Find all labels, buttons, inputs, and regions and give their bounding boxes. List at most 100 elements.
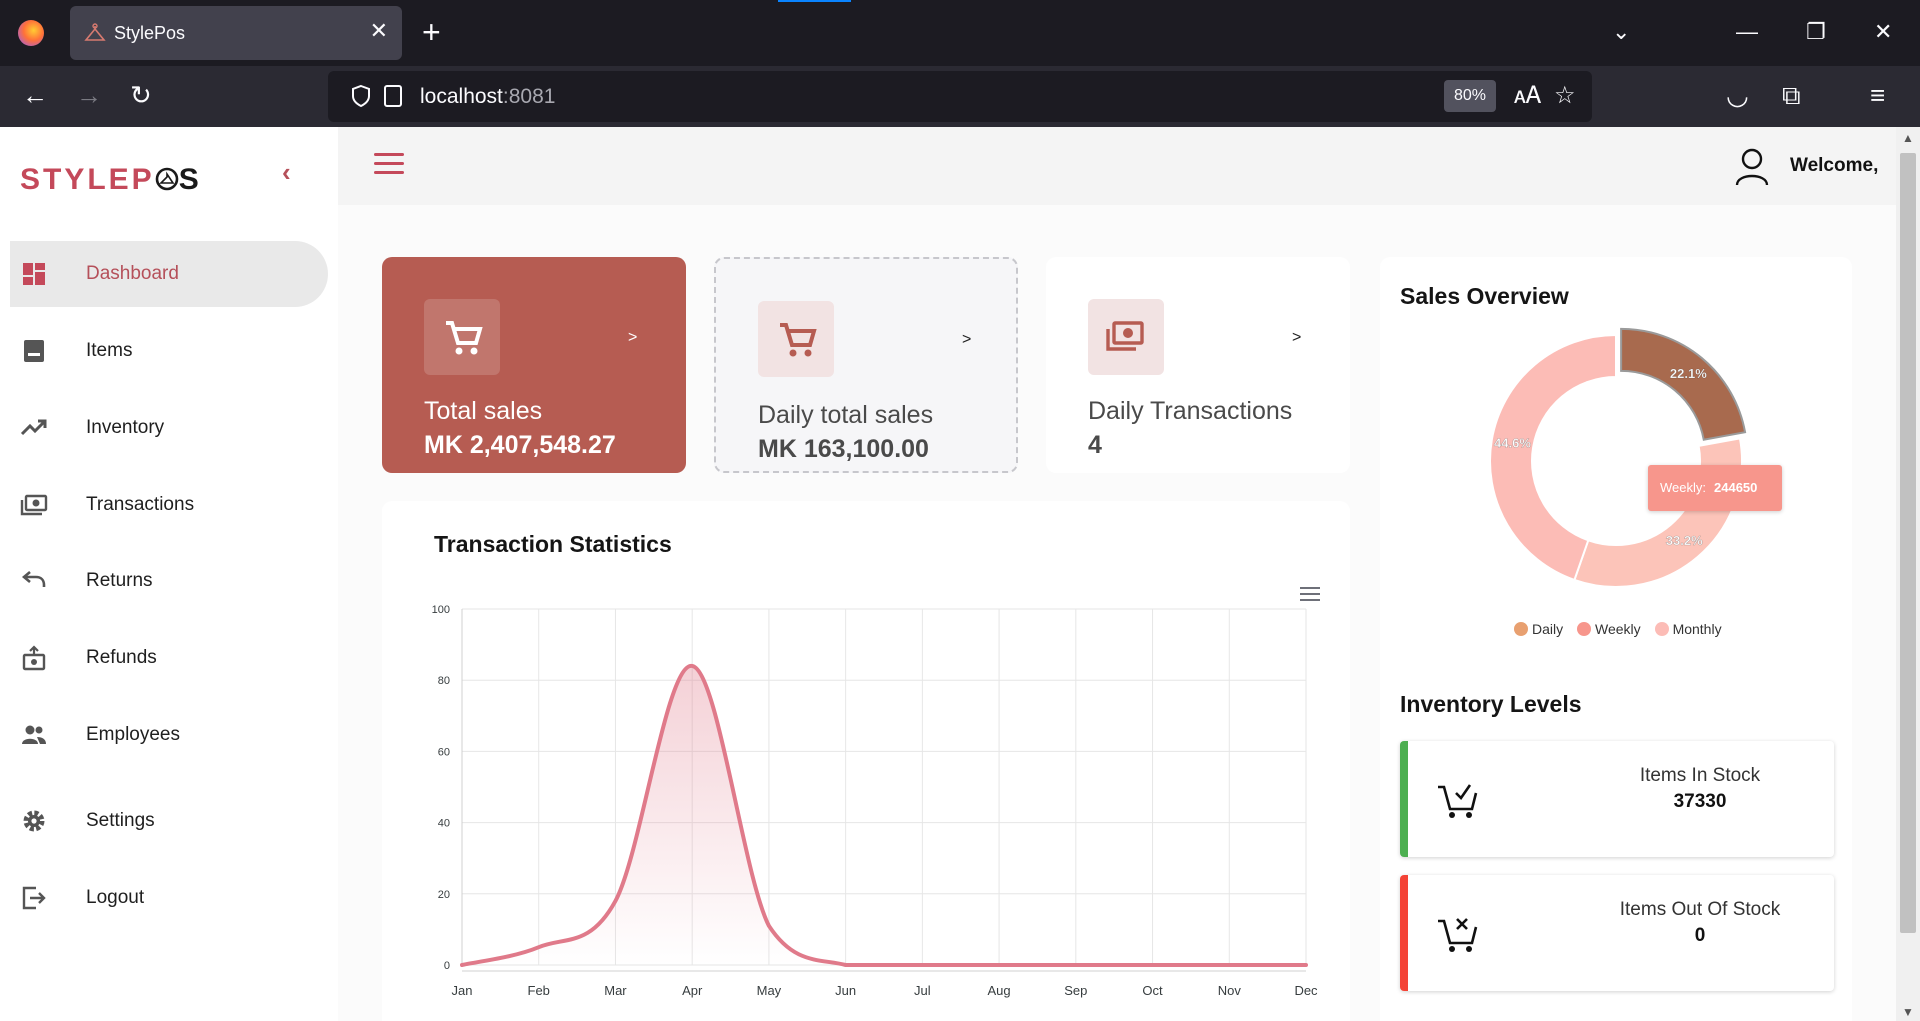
top-bar: Welcome, [338,127,1896,205]
cart-icon [780,323,817,357]
browser-tab-bar: StylePos ✕ + ⌄ — ❐ ✕ [0,0,1920,66]
scroll-down-icon[interactable]: ▼ [1902,1005,1914,1019]
sidebar-item-label: Employees [86,724,180,745]
sidebar-item-employees[interactable]: Employees [10,702,328,768]
pie-slice-daily [1620,327,1747,441]
page-icon[interactable] [384,85,402,107]
translate-icon[interactable]: 🗚 [1514,82,1542,109]
minimize-button[interactable]: — [1736,19,1758,44]
stat-value: 4 [1088,431,1102,459]
stat-value: MK 2,407,548.27 [424,431,616,459]
out-stock-label: Items Out Of Stock [1619,899,1781,920]
x-tick-label: Mar [604,983,627,998]
pie-slice-monthly [1489,333,1617,582]
sidebar-item-label: Returns [86,570,153,591]
daily-transactions-card[interactable]: > Daily Transactions 4 [1046,257,1350,473]
cart-icon [446,321,483,355]
right-panel: Sales Overview 22.1% 33.2% 44.6% Weekly: 24… [1380,257,1852,1021]
sidebar: STYLEP S ‹ Dashboard Items Inventory [0,127,338,1021]
scrollbar-thumb[interactable] [1900,153,1916,933]
reload-button[interactable]: ↻ [130,80,152,110]
stat-value: MK 163,100.00 [758,435,929,463]
tab-close-icon[interactable]: ✕ [369,18,388,43]
page-viewport: STYLEP S ‹ Dashboard Items Inventory [0,127,1896,1021]
total-sales-card[interactable]: > Total sales MK 2,407,548.27 [382,257,686,473]
stat-icon-box [424,299,500,375]
sidebar-item-logout[interactable]: Logout [10,865,328,931]
cart-check-icon [1438,784,1478,818]
y-tick-label: 20 [438,889,450,901]
sidebar-item-transactions[interactable]: Transactions [10,472,328,538]
stat-label: Daily total sales [758,401,934,429]
items-icon [24,340,44,362]
collapse-sidebar-button[interactable]: ‹ [282,157,291,187]
firefox-logo-icon[interactable] [18,20,44,46]
items-in-stock-card[interactable]: Items In Stock 37330 [1400,741,1834,857]
pocket-icon[interactable]: ◡ [1726,80,1749,110]
sidebar-item-refunds[interactable]: Refunds [10,625,328,691]
pie-slice-weekly [1573,437,1743,588]
sidebar-item-dashboard[interactable]: Dashboard [10,241,328,307]
brand-logo[interactable]: STYLEP S [20,163,202,196]
new-tab-button[interactable]: + [422,14,441,50]
x-tick-label: Dec [1294,983,1318,998]
x-tick-label: Jul [914,983,931,998]
sales-overview-title: Sales Overview [1400,283,1569,309]
y-tick-label: 80 [438,675,450,687]
x-tick-label: Jan [452,983,473,998]
scroll-up-icon[interactable]: ▲ [1902,131,1914,145]
card-arrow[interactable]: > [628,329,638,346]
money-icon [20,494,48,516]
page-scrollbar[interactable]: ▲ ▼ [1896,127,1920,1021]
people-icon [22,725,46,744]
extensions-icon[interactable]: ⧉ [1782,80,1801,110]
chart-title: Transaction Statistics [434,531,672,557]
sidebar-item-returns[interactable]: Returns [10,548,328,614]
close-window-button[interactable]: ✕ [1874,19,1893,44]
browser-tab[interactable]: StylePos ✕ [70,6,402,60]
tab-accent [778,0,851,2]
x-tick-label: Feb [528,983,550,998]
bookmark-star-icon[interactable]: ☆ [1554,82,1576,109]
card-arrow[interactable]: > [962,331,972,348]
forward-button[interactable]: → [76,80,102,110]
legend-item-monthly[interactable]: Monthly [1654,621,1722,637]
items-out-of-stock-card[interactable]: Items Out Of Stock 0 [1400,875,1834,991]
restore-button[interactable]: ❐ [1806,19,1826,44]
sidebar-item-items[interactable]: Items [10,318,328,384]
url-bar[interactable]: localhost:8081 80% 🗚 ☆ [328,71,1592,122]
shield-icon[interactable] [350,84,372,108]
app-menu-icon[interactable]: ≡ [1870,80,1886,110]
daily-sales-card[interactable]: > Daily total sales MK 163,100.00 [714,257,1018,473]
in-stock-bar [1400,741,1408,857]
user-icon[interactable] [1734,147,1770,187]
in-stock-value: 37330 [1673,791,1727,812]
series-area [462,665,1306,965]
card-arrow[interactable]: > [1292,329,1302,346]
zoom-badge[interactable]: 80% [1444,80,1496,112]
welcome-text: Welcome, [1790,155,1879,176]
chart-legend: Daily Weekly Monthly [1514,621,1732,637]
slice-value-label: 22.1% [1670,366,1707,381]
logout-icon [22,886,46,910]
dashboard-icon [23,263,45,285]
sidebar-item-settings[interactable]: Settings [10,788,328,854]
sales-overview-donut-chart: 22.1% 33.2% 44.6% [1489,327,1747,588]
menu-toggle-icon[interactable] [374,153,404,175]
stat-label: Daily Transactions [1088,397,1293,425]
url-text[interactable]: localhost:8081 [420,85,556,108]
hanger-icon [84,23,106,41]
browser-nav-bar: ← → ↻ localhost:8081 80% 🗚 ☆ ◡ ⧉ ≡ [0,66,1920,127]
x-tick-label: Nov [1218,983,1242,998]
sidebar-item-label: Logout [86,887,145,908]
sidebar-item-label: Inventory [86,417,165,438]
sidebar-item-inventory[interactable]: Inventory [10,395,328,461]
chart-menu-icon[interactable] [1300,587,1320,603]
back-button[interactable]: ← [22,80,48,110]
tab-title: StylePos [114,23,186,43]
tab-list-chevron-icon[interactable]: ⌄ [1612,19,1631,44]
stat-icon-box [758,301,834,377]
y-tick-label: 40 [438,818,450,830]
legend-item-daily[interactable]: Daily [1514,621,1563,637]
legend-item-weekly[interactable]: Weekly [1577,621,1641,637]
